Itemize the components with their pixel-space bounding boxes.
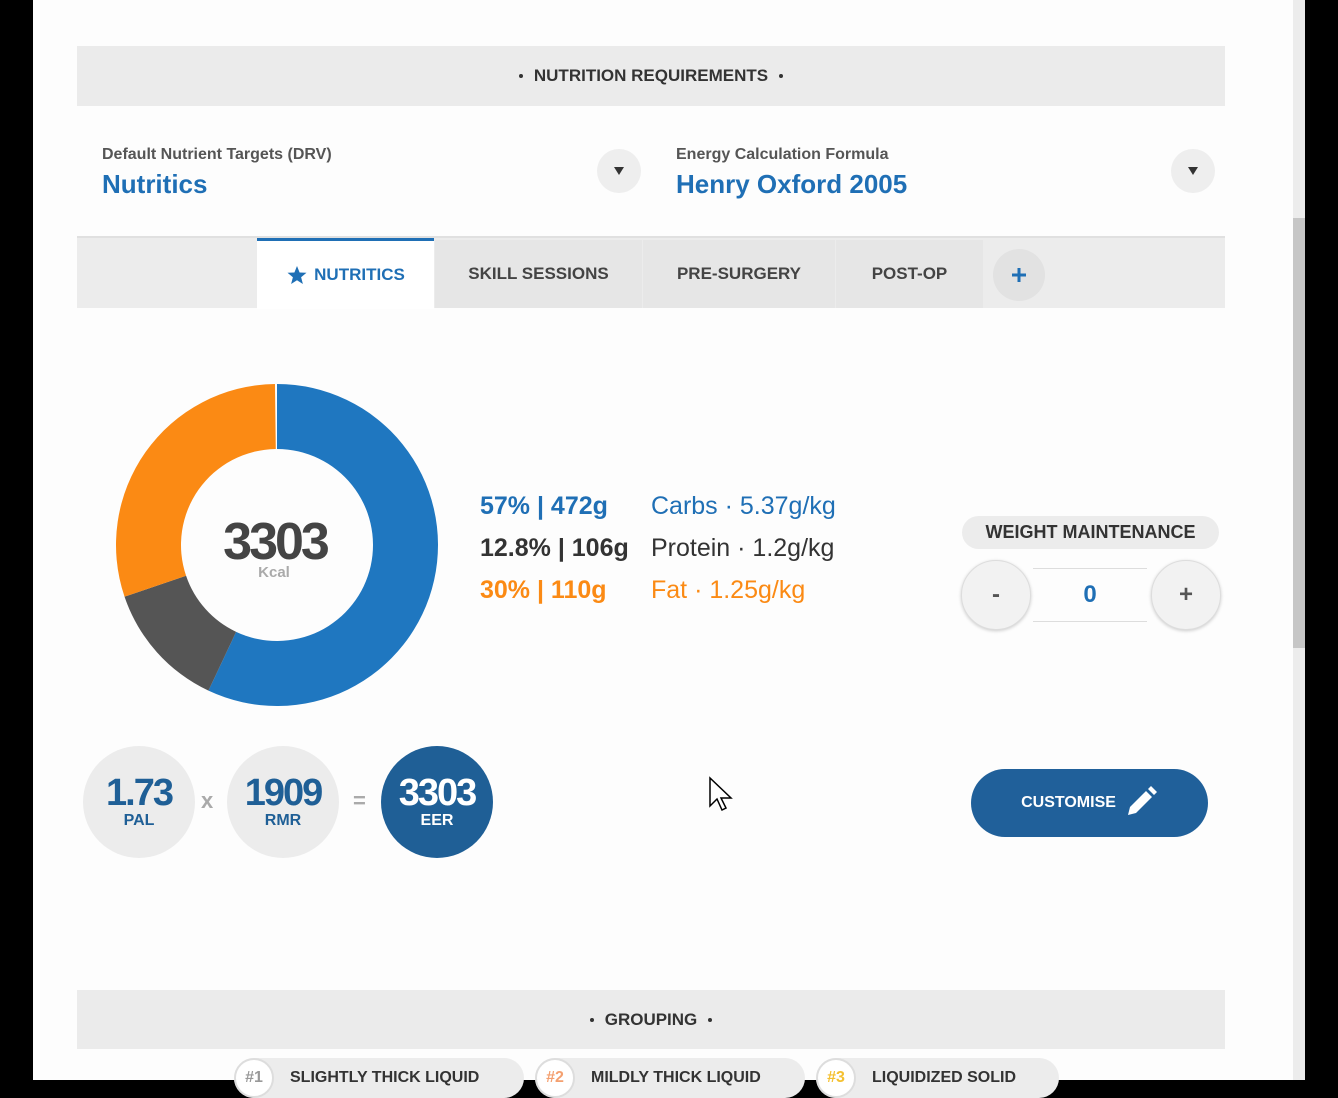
selector-value[interactable]: Henry Oxford 2005 — [676, 169, 908, 199]
tab[interactable]: NUTRITICS — [257, 238, 434, 309]
center-unit: Kcal — [258, 564, 290, 581]
pal-label: PAL — [123, 812, 155, 829]
tab-label: POST-OP — [871, 264, 948, 283]
tab-label: NUTRITICS — [314, 265, 405, 284]
donut-segment — [116, 384, 276, 597]
pal-circle: 1.73 PAL — [83, 746, 195, 858]
selector-label: Default Nutrient Targets (DRV) — [102, 146, 332, 163]
chip-number: #3 — [816, 1058, 856, 1098]
eer-value: 3303 — [398, 772, 478, 814]
cursor — [709, 776, 733, 812]
eer-circle: 3303 EER — [381, 746, 493, 858]
eer-label: EER — [420, 812, 454, 829]
donut-segment — [124, 575, 237, 691]
add-tab-button[interactable] — [993, 249, 1045, 301]
rmr-label: RMR — [264, 812, 302, 829]
chip[interactable]: #2 MILDLY THICK LIQUID — [535, 1058, 805, 1098]
legend-name: Carbs · 5.37g/kg — [651, 492, 836, 520]
pal-value: 1.73 — [106, 772, 174, 814]
selector-label: Energy Calculation Formula — [676, 146, 889, 163]
donut-segment — [208, 384, 439, 706]
tab-label: PRE-SURGERY — [676, 264, 802, 283]
scroll-thumb[interactable] — [1293, 218, 1305, 648]
weight-value[interactable]: 0 — [1033, 568, 1147, 622]
rmr-circle: 1909 RMR — [227, 746, 339, 858]
chip-label: LIQUIDIZED SOLID — [872, 1069, 1016, 1086]
legend-value: 57% | 472g — [480, 492, 608, 520]
header-bar: NUTRITION REQUIREMENTS — [77, 46, 1225, 106]
legend-name: Protein · 1.2g/kg — [651, 534, 835, 562]
tab-label: SKILL SESSIONS — [468, 264, 609, 283]
chip[interactable]: #1 SLIGHTLY THICK LIQUID — [234, 1058, 524, 1098]
chip-label: SLIGHTLY THICK LIQUID — [290, 1069, 480, 1086]
dropdown-button[interactable] — [597, 149, 641, 193]
plus-button[interactable]: + — [1151, 560, 1221, 630]
weight-label: WEIGHT MAINTENANCE — [962, 516, 1219, 549]
tab[interactable]: PRE-SURGERY — [643, 240, 835, 308]
chip-number: #1 — [234, 1058, 274, 1098]
grouping-title: GROUPING — [604, 1009, 698, 1029]
customise-button[interactable]: CUSTOMISE — [971, 769, 1208, 837]
minus-button[interactable]: - — [961, 560, 1031, 630]
chip[interactable]: #3 LIQUIDIZED SOLID — [816, 1058, 1059, 1098]
legend-value: 12.8% | 106g — [480, 534, 629, 562]
customise-label: CUSTOMISE — [1021, 794, 1116, 811]
grouping-bar: GROUPING — [77, 990, 1225, 1049]
tab[interactable]: SKILL SESSIONS — [435, 240, 642, 308]
chip-label: MILDLY THICK LIQUID — [591, 1069, 761, 1086]
legend-value: 30% | 110g — [480, 576, 607, 604]
center-value: 3303 — [223, 513, 329, 571]
operator: = — [353, 788, 366, 813]
rmr-value: 1909 — [244, 772, 324, 814]
tab[interactable]: POST-OP — [836, 240, 983, 308]
operator: x — [201, 788, 214, 813]
selector-value[interactable]: Nutritics — [102, 169, 208, 199]
legend-name: Fat · 1.25g/kg — [651, 576, 806, 604]
chip-number: #2 — [535, 1058, 575, 1098]
dropdown-button[interactable] — [1171, 149, 1215, 193]
header-title: NUTRITION REQUIREMENTS — [533, 66, 769, 85]
